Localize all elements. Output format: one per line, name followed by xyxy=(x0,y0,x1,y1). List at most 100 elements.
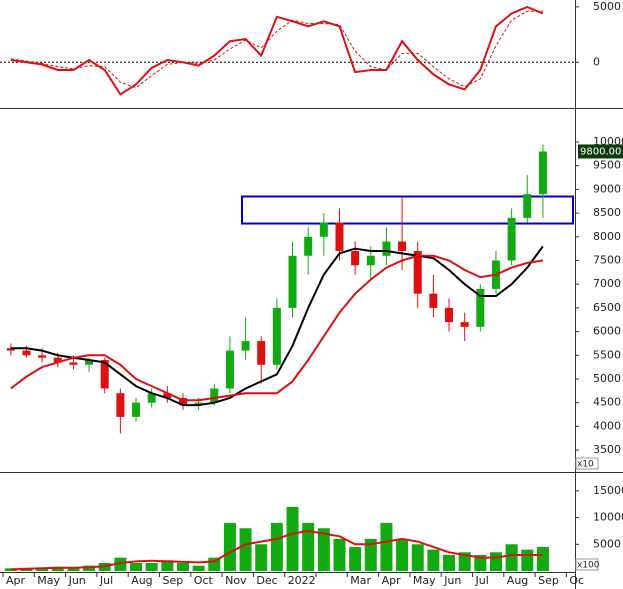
x-tick-label: Apr xyxy=(382,574,402,587)
bar xyxy=(161,560,174,571)
unit-note: x10 xyxy=(577,460,594,470)
line xyxy=(10,10,543,89)
unit-note: x100 xyxy=(577,561,600,571)
bar xyxy=(396,538,409,571)
x-tick-label: Jun xyxy=(443,574,461,587)
candle-body xyxy=(398,241,407,252)
x-tick-label: 2022 xyxy=(288,574,316,587)
x-tick-label: Oct xyxy=(194,574,214,587)
x-tick-label: Sep xyxy=(538,574,559,587)
y-tick-label: 8000 xyxy=(593,230,621,243)
candle-body xyxy=(382,241,391,256)
last-price-label: 9800.00 xyxy=(580,146,621,157)
candle-body xyxy=(445,307,454,323)
x-tick-label: Jul xyxy=(99,574,113,587)
candle-body xyxy=(69,362,78,365)
x-tick-label: Oc xyxy=(569,574,584,587)
y-tick-label: 9500 xyxy=(593,159,621,172)
highlight-box xyxy=(241,195,574,225)
bar xyxy=(239,528,252,571)
bar xyxy=(427,549,440,571)
candle-body xyxy=(476,288,485,327)
y-tick-label: 8500 xyxy=(593,206,621,219)
unit-note-box xyxy=(575,457,599,470)
y-tick-label: 5000 xyxy=(593,372,621,385)
bar xyxy=(192,565,205,571)
candle-body xyxy=(507,217,516,261)
bar xyxy=(489,552,502,571)
candle-body xyxy=(272,307,281,365)
candle-body xyxy=(319,222,328,237)
line xyxy=(10,254,544,402)
candle-body xyxy=(460,322,469,327)
candle-body xyxy=(225,350,234,389)
y-tick-label: 15000 xyxy=(593,484,623,497)
bar xyxy=(36,568,49,571)
y-tick-label: 7500 xyxy=(593,253,621,266)
bar xyxy=(411,544,424,571)
line xyxy=(10,245,544,407)
candle-body xyxy=(429,293,438,308)
candle-body xyxy=(85,360,94,365)
bar xyxy=(130,562,143,571)
candle-body xyxy=(304,236,313,256)
x-tick-label: Aug xyxy=(507,574,528,587)
candle-body xyxy=(210,388,219,403)
candle-body xyxy=(147,393,156,403)
x-tick-label: Sep xyxy=(163,574,184,587)
bar xyxy=(176,562,189,571)
x-tick-label: Apr xyxy=(6,574,26,587)
candle-body xyxy=(523,194,532,218)
y-tick-label: 6000 xyxy=(593,325,621,338)
y-tick-label: 4000 xyxy=(593,419,621,432)
bar xyxy=(286,506,299,571)
last-price-box xyxy=(578,144,623,159)
bar xyxy=(270,522,283,571)
candle-body xyxy=(100,360,109,389)
candle-body xyxy=(288,255,297,308)
candle-body xyxy=(163,393,172,398)
candle-body xyxy=(413,251,422,294)
y-tick-label: 10000 xyxy=(593,511,623,524)
candle-body xyxy=(351,251,360,266)
candle-body xyxy=(116,393,125,417)
candle-body xyxy=(366,255,375,266)
y-tick-label: 0 xyxy=(593,55,600,68)
bar xyxy=(51,566,64,571)
candle-body xyxy=(53,357,62,363)
candle-body xyxy=(241,341,250,351)
y-tick-label: 7000 xyxy=(593,277,621,290)
bar xyxy=(302,522,315,571)
candle-body xyxy=(22,350,31,356)
bar xyxy=(114,557,127,571)
y-tick-label: 9000 xyxy=(593,182,621,195)
y-tick-label: 6500 xyxy=(593,301,621,314)
bar xyxy=(536,546,549,571)
y-tick-label: 5000 xyxy=(593,0,621,13)
bar xyxy=(223,522,236,571)
bar xyxy=(380,522,393,571)
candle-body xyxy=(257,341,266,365)
x-tick-label: Aug xyxy=(131,574,152,587)
candle-body xyxy=(194,402,203,406)
bar xyxy=(458,552,471,571)
bar xyxy=(83,565,96,571)
line xyxy=(10,5,544,96)
x-tick-label: Nov xyxy=(225,574,247,587)
x-tick-label: May xyxy=(37,574,60,587)
candle-body xyxy=(38,355,47,358)
bar xyxy=(255,544,268,571)
candle-body xyxy=(538,151,547,195)
candle-body xyxy=(178,397,187,406)
x-tick-label: Jul xyxy=(475,574,489,587)
y-tick-label: 3500 xyxy=(593,443,621,456)
x-tick-label: Dec xyxy=(256,574,277,587)
bar xyxy=(521,549,534,571)
bar xyxy=(145,562,158,571)
y-tick-label: 5000 xyxy=(593,537,621,550)
candle-body xyxy=(335,222,344,252)
bar xyxy=(317,528,330,571)
